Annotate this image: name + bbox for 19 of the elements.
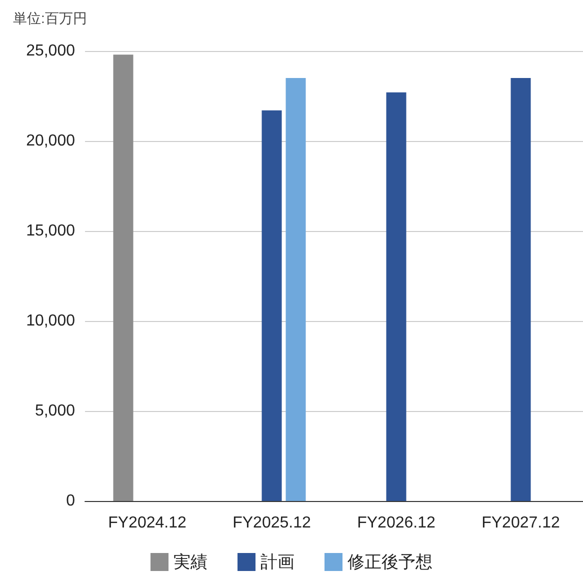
x-tick-label: FY2026.12	[357, 514, 436, 532]
y-tick-label: 25,000	[26, 42, 76, 60]
y-tick-label: 5,000	[34, 402, 76, 420]
bar	[113, 54, 134, 501]
legend-label: 修正後予想	[348, 552, 432, 572]
y-tick-label: 20,000	[26, 132, 76, 150]
x-tick-label: FY2025.12	[232, 514, 311, 532]
y-tick-label: 10,000	[26, 312, 76, 330]
y-tick-label: 15,000	[26, 222, 76, 240]
x-tick-label: FY2024.12	[108, 514, 186, 532]
bar	[510, 78, 531, 501]
legend-label: 実績	[174, 552, 208, 572]
legend-label: 計画	[260, 552, 294, 572]
x-tick-label: FY2027.12	[482, 514, 560, 532]
y-tick-label: 0	[66, 492, 76, 510]
bar	[262, 110, 282, 501]
bar	[286, 78, 306, 501]
y-axis-title: 単位:百万円	[13, 10, 87, 26]
bar	[386, 92, 406, 501]
